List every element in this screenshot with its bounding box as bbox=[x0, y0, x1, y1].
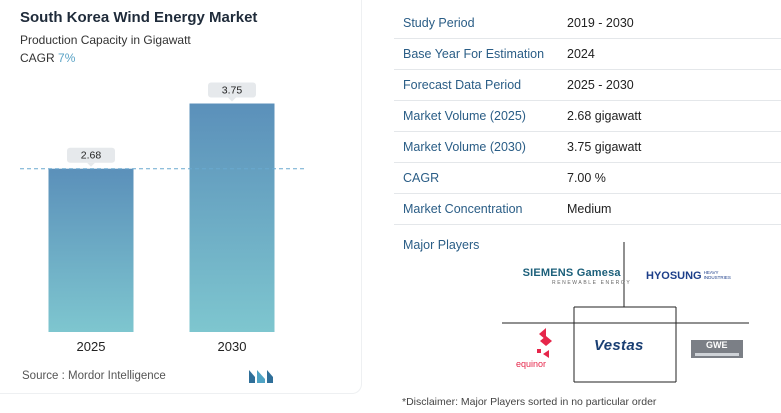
table-row: Market Volume (2025) 2.68 gigawatt bbox=[394, 101, 781, 132]
table-value: 2.68 gigawatt bbox=[567, 109, 642, 123]
table-row: Base Year For Estimation 2024 bbox=[394, 39, 781, 70]
cagr-value: 7% bbox=[58, 51, 76, 65]
table-value: 2019 - 2030 bbox=[567, 16, 634, 30]
table-key: Forecast Data Period bbox=[403, 78, 522, 92]
disclaimer: *Disclaimer: Major Players sorted in no … bbox=[402, 396, 657, 408]
hyosung-logo: HYOSUNG HEAVY INDUSTRIES bbox=[646, 270, 732, 282]
table-key: Study Period bbox=[403, 16, 475, 30]
siemens-gamesa-name: SIEMENS Gamesa bbox=[522, 267, 621, 279]
siemens-gamesa-sub: RENEWABLE ENERGY bbox=[552, 280, 632, 286]
table-key: Market Volume (2025) bbox=[403, 109, 526, 123]
chart-card: South Korea Wind Energy Market Productio… bbox=[0, 0, 362, 394]
data-label-box bbox=[208, 82, 256, 98]
data-label: 2.68 bbox=[81, 150, 102, 162]
cagr-line: CAGR 7% bbox=[20, 51, 75, 65]
table-row: Forecast Data Period 2025 - 2030 bbox=[394, 70, 781, 101]
major-players-panel: SIEMENS Gamesa RENEWABLE ENERGY HYOSUNG … bbox=[394, 232, 781, 388]
table-value: 7.00 % bbox=[567, 171, 606, 185]
vestas-logo: Vestas bbox=[594, 337, 644, 354]
table-row: Market Concentration Medium bbox=[394, 194, 781, 225]
data-label-pointer bbox=[228, 97, 236, 102]
major-players-label: Major Players bbox=[403, 238, 480, 252]
table-key: Market Volume (2030) bbox=[403, 140, 526, 154]
table-row: Market Volume (2030) 3.75 gigawatt bbox=[394, 132, 781, 163]
equinor-logo-icon bbox=[537, 328, 552, 358]
chart-subtitle: Production Capacity in Gigawatt bbox=[20, 33, 191, 47]
gwe-name: GWE bbox=[706, 340, 728, 350]
x-tick-label: 2025 bbox=[77, 339, 106, 354]
table-row: CAGR 7.00 % bbox=[394, 163, 781, 194]
data-label: 3.75 bbox=[222, 85, 243, 97]
table-value: Medium bbox=[567, 202, 612, 216]
cagr-label: CAGR bbox=[20, 51, 55, 65]
hyosung-name: HYOSUNG bbox=[646, 270, 702, 282]
mordor-logo-icon bbox=[249, 370, 273, 383]
table-key: Base Year For Estimation bbox=[403, 47, 545, 61]
bar-2030 bbox=[189, 103, 275, 332]
bar-chart: 2.68 2025 3.75 2030 bbox=[20, 82, 306, 354]
table-value: 2024 bbox=[567, 47, 595, 61]
chart-title: South Korea Wind Energy Market bbox=[20, 9, 258, 26]
table-key: CAGR bbox=[403, 171, 440, 185]
equinor-name: equinor bbox=[516, 359, 547, 369]
table-row: Study Period 2019 - 2030 bbox=[394, 8, 781, 39]
market-summary-table: Study Period 2019 - 2030 Base Year For Est… bbox=[394, 8, 781, 225]
table-value: 3.75 gigawatt bbox=[567, 140, 642, 154]
data-label-pointer bbox=[87, 162, 95, 167]
table-value: 2025 - 2030 bbox=[567, 78, 634, 92]
x-tick-label: 2030 bbox=[218, 339, 247, 354]
table-key: Market Concentration bbox=[403, 202, 523, 216]
gwe-logo-stripe bbox=[695, 353, 739, 356]
bar-2025 bbox=[48, 168, 134, 332]
data-label-box bbox=[67, 147, 115, 163]
source-note: Source : Mordor Intelligence bbox=[22, 370, 166, 382]
siemens-gamesa-logo: SIEMENS Gamesa RENEWABLE ENERGY bbox=[512, 267, 631, 286]
hyosung-sub: HEAVY INDUSTRIES bbox=[703, 270, 731, 280]
players-grid bbox=[502, 242, 749, 383]
